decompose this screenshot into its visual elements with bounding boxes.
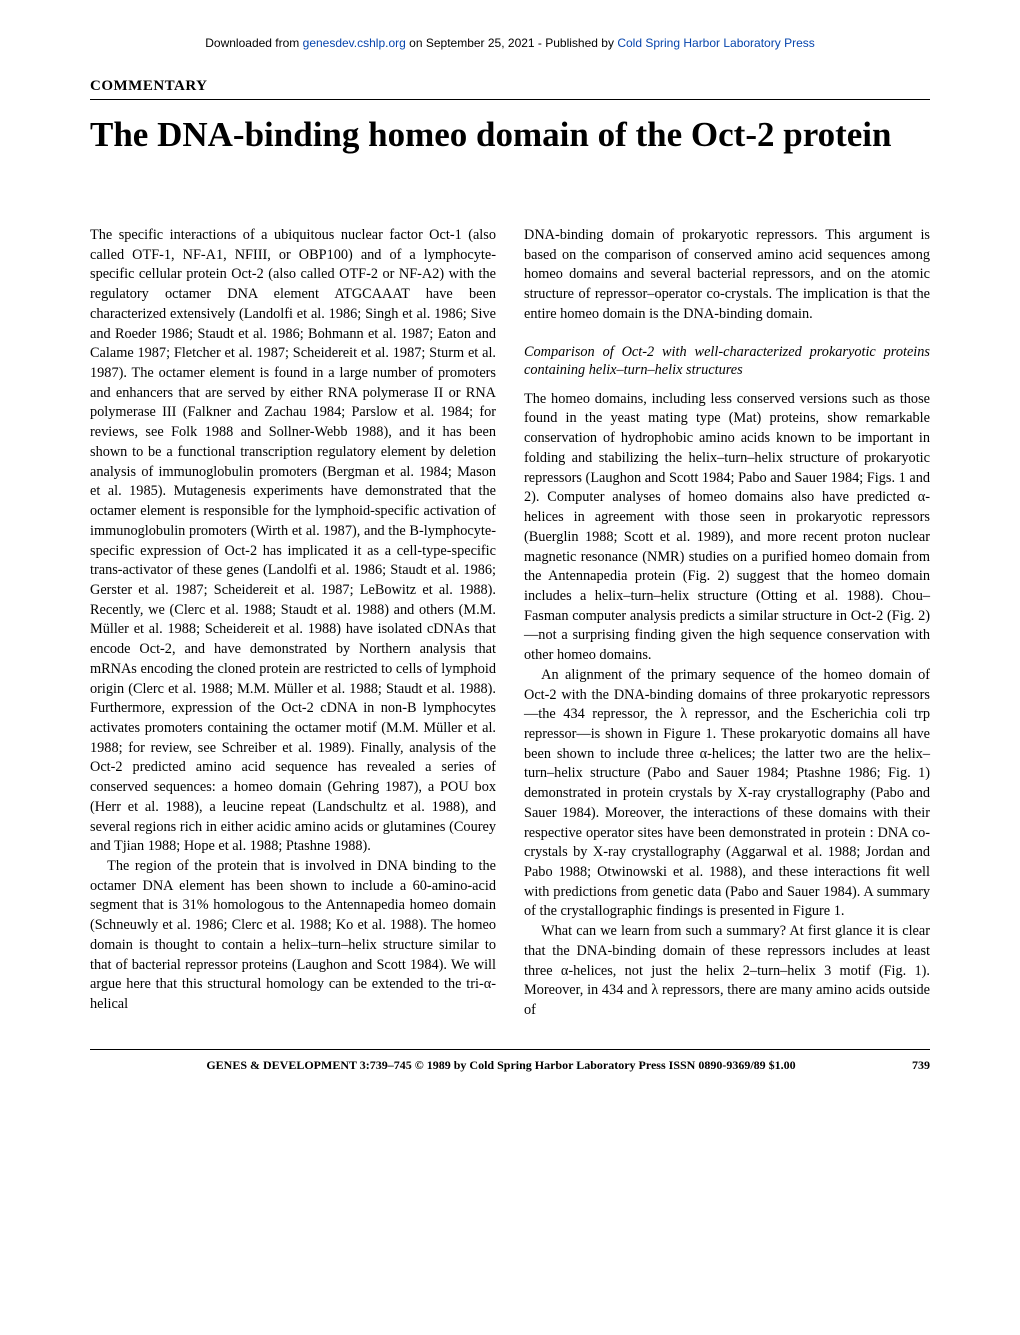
download-link-source[interactable]: genesdev.cshlp.org bbox=[303, 36, 406, 50]
right-p4: What can we learn from such a summary? A… bbox=[524, 922, 930, 1021]
body-columns: The specific interactions of a ubiquitou… bbox=[90, 226, 930, 1021]
footer: GENES & DEVELOPMENT 3:739–745 © 1989 by … bbox=[90, 1058, 930, 1073]
download-banner: Downloaded from genesdev.cshlp.org on Se… bbox=[90, 36, 930, 50]
download-prefix: Downloaded from bbox=[205, 36, 302, 50]
right-p1: DNA-binding domain of prokaryotic repres… bbox=[524, 226, 930, 325]
left-p2: The region of the protein that is involv… bbox=[90, 857, 496, 1015]
right-p2: The homeo domains, including less conser… bbox=[524, 390, 930, 666]
right-p3: An alignment of the primary sequence of … bbox=[524, 666, 930, 922]
download-mid: on September 25, 2021 - Published by bbox=[406, 36, 617, 50]
section-rule bbox=[90, 99, 930, 100]
article-title: The DNA-binding homeo domain of the Oct-… bbox=[90, 114, 930, 156]
footer-rule bbox=[90, 1049, 930, 1050]
left-p1: The specific interactions of a ubiquitou… bbox=[90, 226, 496, 857]
footer-citation: GENES & DEVELOPMENT 3:739–745 © 1989 by … bbox=[206, 1058, 795, 1072]
right-column: DNA-binding domain of prokaryotic repres… bbox=[524, 226, 930, 1021]
page-number: 739 bbox=[912, 1058, 930, 1073]
download-link-publisher[interactable]: Cold Spring Harbor Laboratory Press bbox=[617, 36, 814, 50]
subheading: Comparison of Oct-2 with well-characteri… bbox=[524, 343, 930, 380]
section-label: COMMENTARY bbox=[90, 78, 930, 95]
left-column: The specific interactions of a ubiquitou… bbox=[90, 226, 496, 1021]
